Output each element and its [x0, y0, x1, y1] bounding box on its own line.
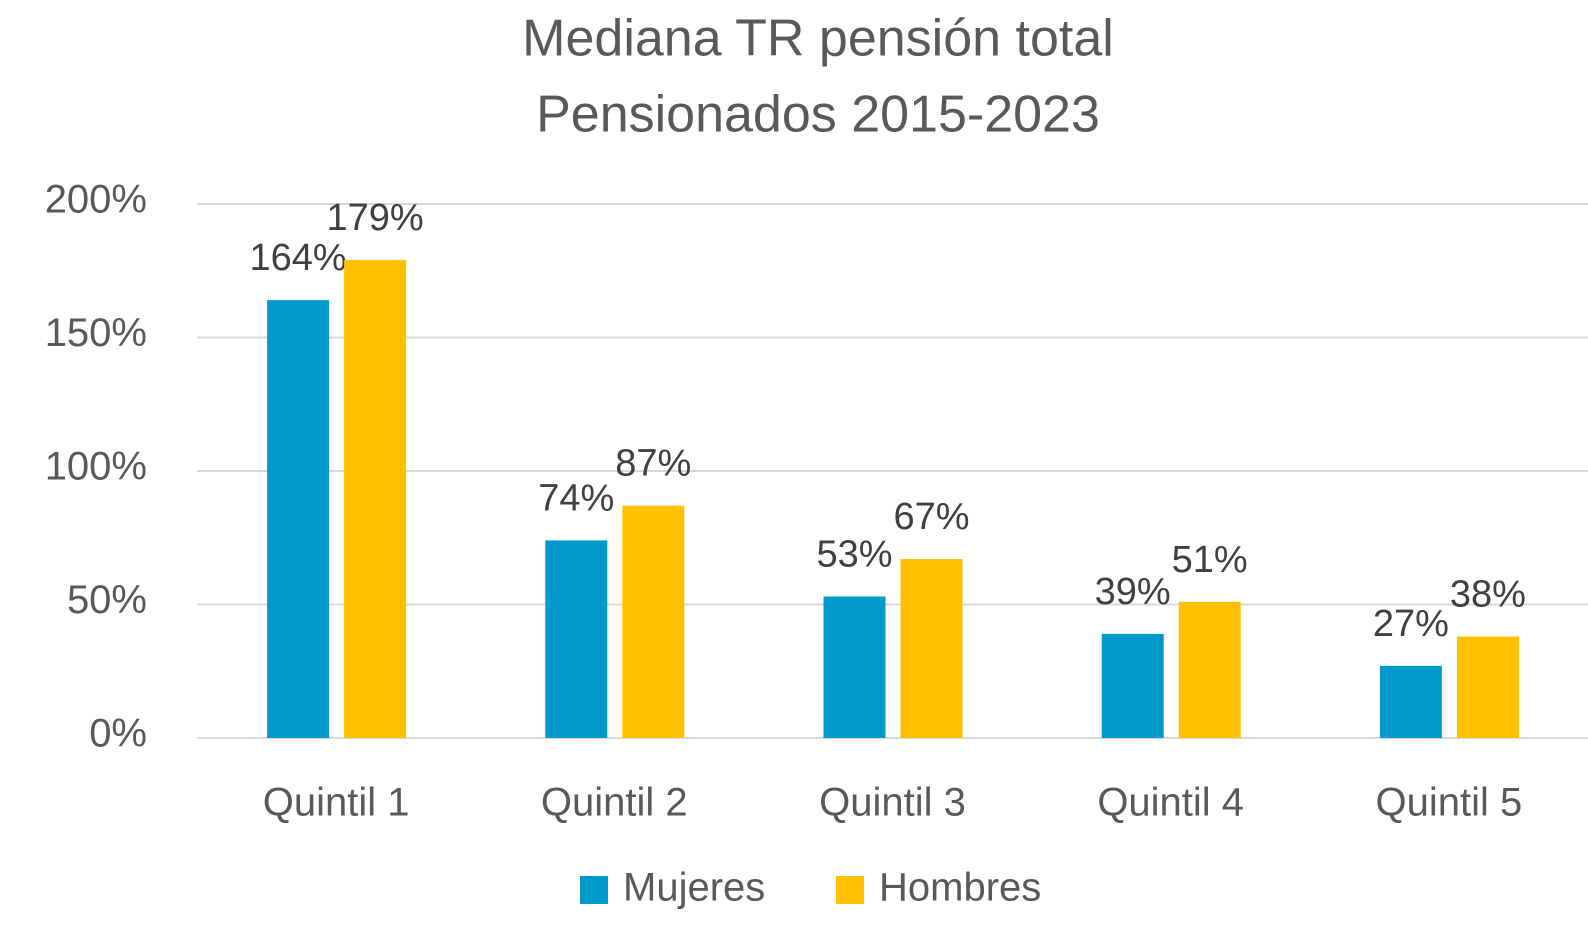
legend-label: Hombres	[879, 866, 1041, 910]
bar	[1101, 633, 1164, 738]
data-label: 51%	[1172, 539, 1248, 581]
bar	[1178, 601, 1241, 738]
x-tick-label: Quintil 1	[263, 781, 410, 825]
data-label: 38%	[1450, 574, 1526, 616]
y-tick-label: 50%	[67, 578, 147, 622]
data-label: 179%	[326, 197, 423, 239]
x-tick-label: Quintil 2	[541, 781, 688, 825]
y-tick-label: 200%	[45, 178, 147, 222]
data-label: 87%	[615, 443, 691, 485]
legend-swatch	[580, 876, 608, 904]
data-label: 67%	[893, 496, 969, 538]
data-label: 53%	[816, 534, 892, 576]
y-tick-label: 0%	[89, 712, 147, 756]
bar	[900, 559, 963, 738]
legend-label: Mujeres	[623, 866, 765, 910]
chart-title: Mediana TR pensión total	[522, 10, 1114, 68]
y-tick-label: 150%	[45, 311, 147, 355]
chart-subtitle: Pensionados 2015-2023	[536, 86, 1100, 144]
bar	[1456, 636, 1519, 738]
data-label: 39%	[1095, 571, 1171, 613]
data-label: 27%	[1373, 603, 1449, 645]
bar	[622, 505, 685, 738]
bar	[545, 540, 608, 738]
bar	[1379, 665, 1442, 738]
x-tick-label: Quintil 5	[1376, 781, 1523, 825]
bar	[344, 260, 407, 738]
data-label: 164%	[249, 237, 346, 279]
y-tick-label: 100%	[45, 445, 147, 489]
x-tick-label: Quintil 3	[819, 781, 966, 825]
x-tick-label: Quintil 4	[1097, 781, 1244, 825]
legend-swatch	[836, 876, 864, 904]
data-label: 74%	[538, 477, 614, 519]
bar	[823, 596, 886, 738]
bar	[267, 300, 330, 738]
